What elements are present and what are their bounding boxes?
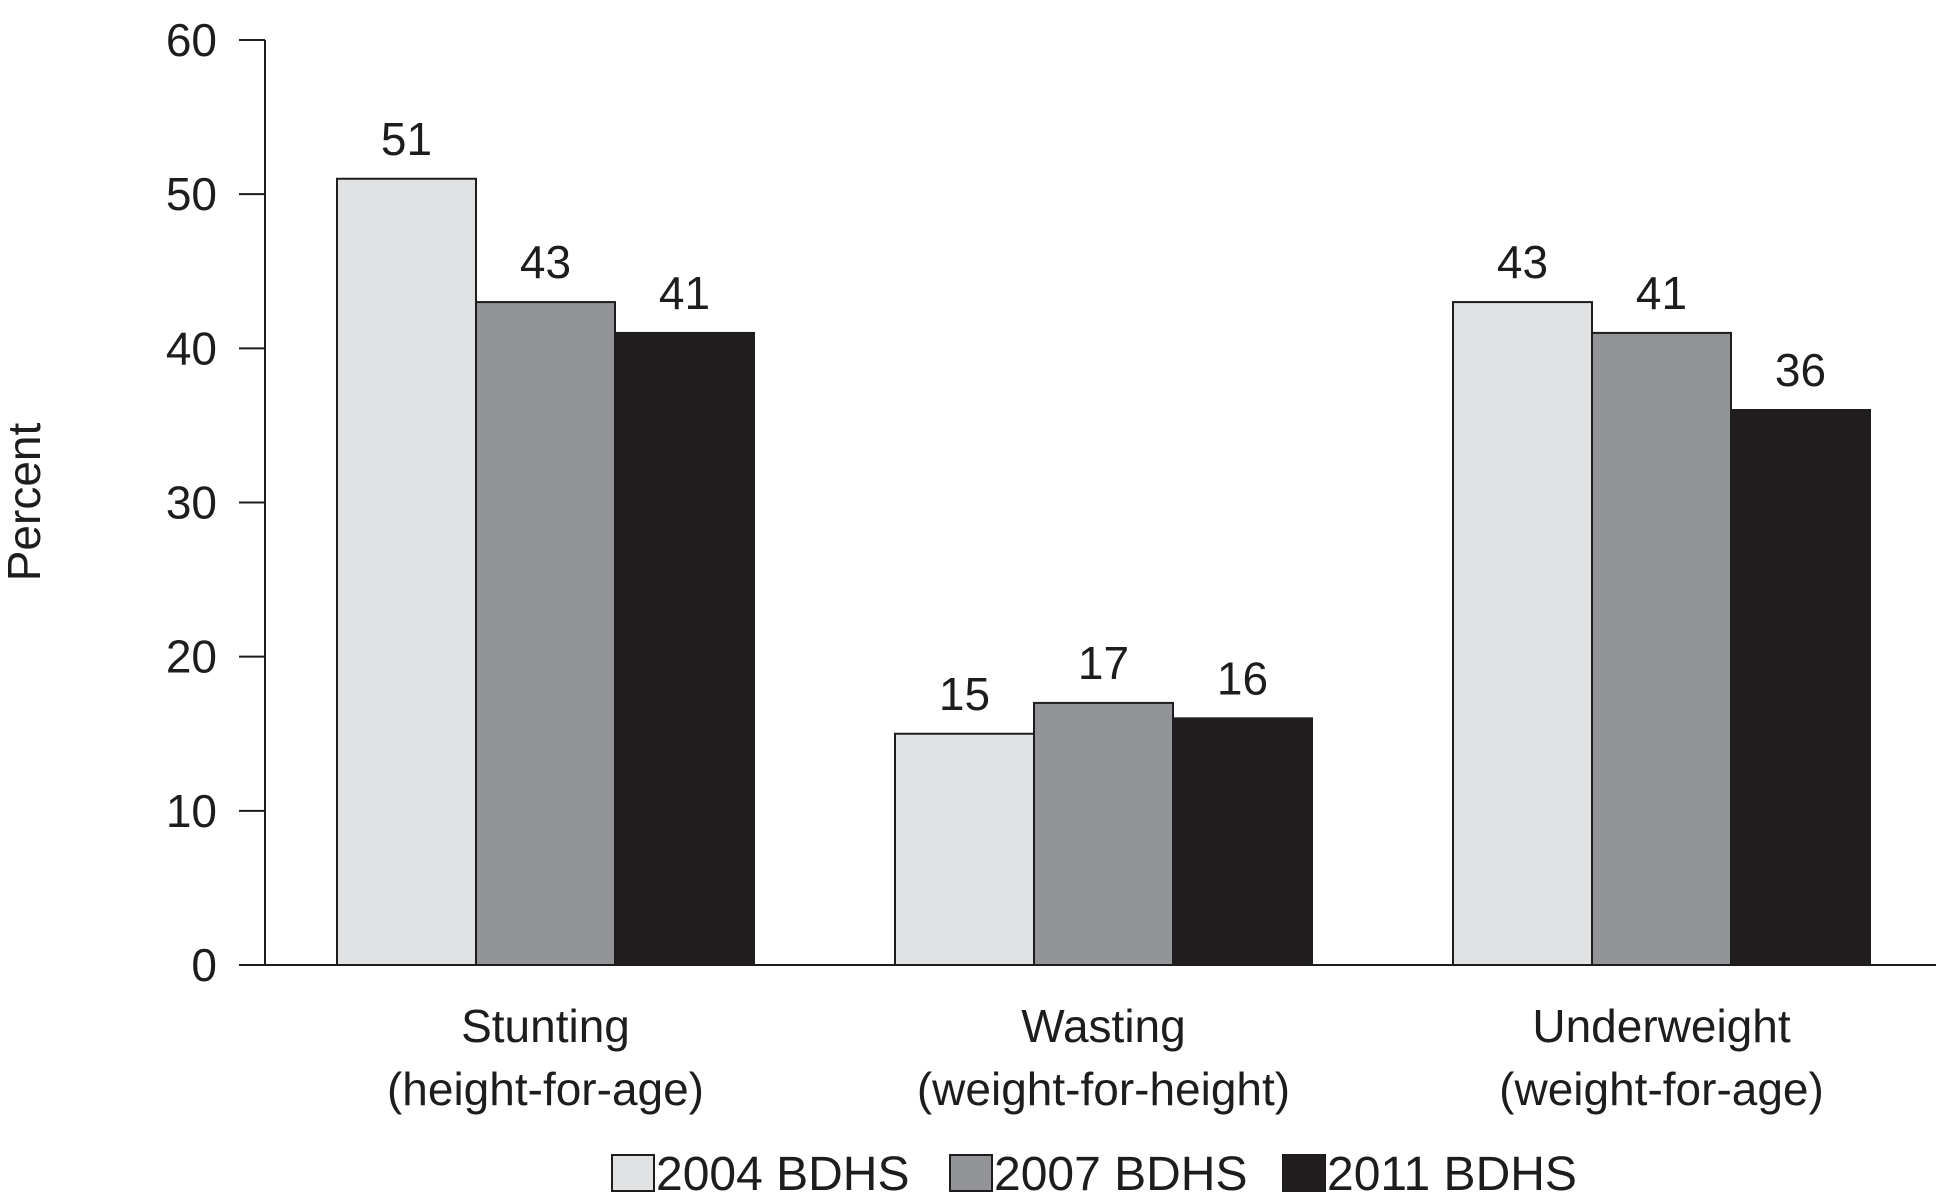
bar-2011-bdhs-1 xyxy=(1172,717,1313,966)
data-label: 17 xyxy=(1078,637,1129,689)
x-category-label: (weight-for-height) xyxy=(917,1063,1290,1115)
y-tick-label: 20 xyxy=(166,631,217,683)
bars xyxy=(336,177,1871,967)
data-label: 41 xyxy=(659,267,710,319)
y-axis: 0 10 20 30 40 50 60 xyxy=(166,14,266,991)
x-category-label: Stunting xyxy=(461,1000,630,1052)
legend-swatch xyxy=(949,1154,993,1192)
bar-2007-bdhs-2 xyxy=(1591,331,1732,966)
data-label: 43 xyxy=(520,236,571,288)
legend-label: 2007 BDHS xyxy=(994,1148,1247,1197)
x-category-label: (height-for-age) xyxy=(387,1063,704,1115)
bar-2004-bdhs-1 xyxy=(894,732,1035,966)
value-labels: 51 43 41 15 17 16 43 41 36 xyxy=(381,113,1826,720)
y-tick-label: 0 xyxy=(191,939,217,991)
category-labels: Stunting (height-for-age) Wasting (weight-f… xyxy=(387,1000,1824,1115)
data-label: 43 xyxy=(1497,236,1548,288)
data-label: 51 xyxy=(381,113,432,165)
data-label: 36 xyxy=(1775,344,1826,396)
y-tick-label: 60 xyxy=(166,14,217,66)
bar-2011-bdhs-2 xyxy=(1730,409,1871,966)
x-category-label: Underweight xyxy=(1532,1000,1790,1052)
legend-label: 2004 BDHS xyxy=(656,1148,909,1197)
x-category-label: Wasting xyxy=(1021,1000,1185,1052)
data-label: 16 xyxy=(1217,652,1268,704)
data-label: 41 xyxy=(1636,267,1687,319)
bar-2004-bdhs-2 xyxy=(1452,301,1593,967)
bar-2011-bdhs-0 xyxy=(614,331,755,966)
bar-2004-bdhs-0 xyxy=(336,177,477,966)
bar-2007-bdhs-0 xyxy=(475,301,616,967)
y-tick-label: 10 xyxy=(166,785,217,837)
x-category-label: (weight-for-age) xyxy=(1499,1063,1824,1115)
legend: 2004 BDHS 2007 BDHS 2011 BDHS xyxy=(611,1148,1577,1197)
y-tick-label: 50 xyxy=(166,168,217,220)
y-tick-label: 40 xyxy=(166,322,217,374)
data-label: 15 xyxy=(939,668,990,720)
legend-swatch xyxy=(1282,1154,1326,1192)
bar-2007-bdhs-1 xyxy=(1033,701,1174,967)
legend-label: 2011 BDHS xyxy=(1327,1148,1577,1197)
legend-swatch xyxy=(611,1154,655,1192)
y-axis-title: Percent xyxy=(0,423,50,582)
y-tick-label: 30 xyxy=(166,477,217,529)
